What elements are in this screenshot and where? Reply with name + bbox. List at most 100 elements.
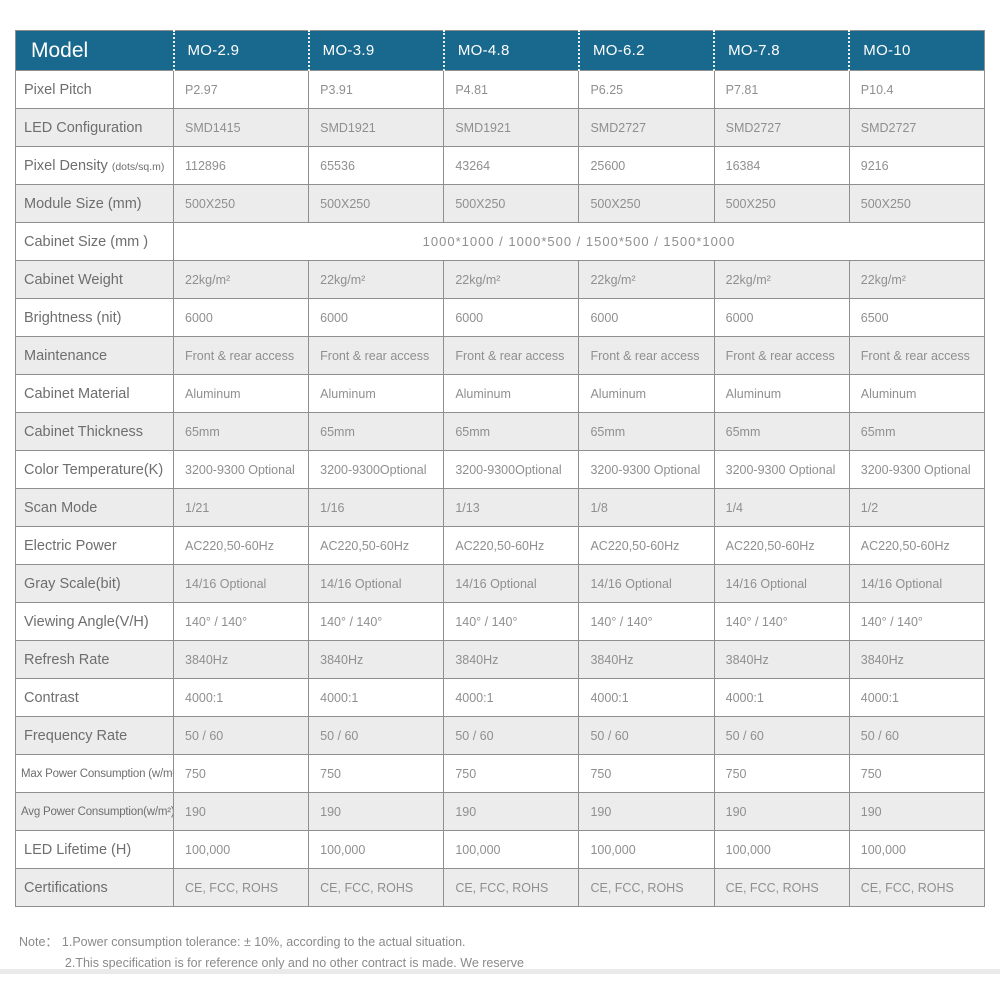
spec-cell: Front & rear access	[713, 336, 850, 375]
row-label-text: Avg Power Consumption(w/m²)	[21, 805, 174, 818]
spec-cell: 750	[578, 754, 715, 793]
table-row: Scan Mode 1/21 1/16 1/13 1/8 1/4 1/2	[15, 488, 986, 527]
spec-cell: CE, FCC, ROHS	[443, 868, 580, 907]
spec-cell: 100,000	[443, 830, 580, 869]
footnote-prefix: Note：	[19, 935, 58, 949]
table-row: Module Size (mm) 500X250 500X250 500X250 500…	[15, 184, 986, 223]
spec-cell: Aluminum	[308, 374, 445, 413]
row-label-text: Frequency Rate	[24, 727, 128, 744]
spec-cell: CE, FCC, ROHS	[172, 868, 310, 907]
spec-cell: Front & rear access	[172, 336, 310, 375]
row-label-text: Viewing Angle(V/H)	[24, 613, 149, 630]
spec-cell: AC220,50-60Hz	[172, 526, 310, 565]
spec-cell: 6000	[172, 298, 310, 337]
spec-cell: P7.81	[713, 70, 850, 109]
spec-cell-span: 1000*1000 / 1000*500 / 1500*500 / 1500*1…	[173, 222, 985, 261]
table-row: Cabinet Weight 22kg/m² 22kg/m² 22kg/m² 22kg/…	[15, 260, 986, 299]
spec-cell: P4.81	[443, 70, 580, 109]
table-row: Contrast 4000:1 4000:1 4000:1 4000:1 4000:1 40…	[15, 678, 986, 717]
spec-cell: 4000:1	[172, 678, 310, 717]
row-label-text: Cabinet Weight	[24, 271, 123, 288]
spec-cell: 50 / 60	[172, 716, 310, 755]
row-label: Electric Power	[15, 526, 174, 565]
spec-cell: 22kg/m²	[308, 260, 445, 299]
row-label: Frequency Rate	[15, 716, 174, 755]
spec-cell: 100,000	[848, 830, 986, 869]
spec-cell: 750	[172, 754, 310, 793]
row-label: Max Power Consumption (w/m²)	[15, 754, 174, 793]
row-label: Refresh Rate	[15, 640, 174, 679]
spec-cell: SMD1921	[308, 108, 445, 147]
spec-cell: 65mm	[713, 412, 850, 451]
spec-cell: 140° / 140°	[848, 602, 986, 641]
spec-cell: 3840Hz	[308, 640, 445, 679]
row-label: Brightness (nit)	[15, 298, 174, 337]
spec-cell: Aluminum	[578, 374, 715, 413]
column-header-mo-10: MO-10	[848, 30, 985, 71]
row-label-text: Cabinet Thickness	[24, 423, 144, 440]
spec-cell: P6.25	[578, 70, 715, 109]
spec-cell: 6500	[848, 298, 986, 337]
table-row: Cabinet Thickness 65mm 65mm 65mm 65mm 65mm 65m…	[15, 412, 986, 451]
row-label-text: Maintenance	[24, 347, 108, 364]
spec-cell: 140° / 140°	[308, 602, 445, 641]
row-label: Pixel Density (dots/sq.m)	[15, 146, 174, 185]
row-label-text: Certifications	[24, 879, 108, 896]
spec-cell: 1/4	[713, 488, 850, 527]
row-label: LED Lifetime (H)	[15, 830, 174, 869]
spec-cell: 140° / 140°	[578, 602, 715, 641]
footnote-line-1: 1.Power consumption tolerance: ± 10%, ac…	[61, 935, 466, 949]
row-label: Avg Power Consumption(w/m²)	[15, 792, 174, 831]
spec-cell: SMD2727	[713, 108, 850, 147]
spec-cell: 3200-9300Optional	[443, 450, 580, 489]
table-row: Avg Power Consumption(w/m²) 190 190 190 190 1…	[15, 792, 986, 831]
spec-cell: 3840Hz	[578, 640, 715, 679]
spec-cell: 6000	[713, 298, 850, 337]
spec-cell: 14/16 Optional	[443, 564, 580, 603]
spec-cell: 750	[848, 754, 986, 793]
row-label: Module Size (mm)	[15, 184, 174, 223]
spec-cell: 500X250	[848, 184, 986, 223]
spec-cell: 50 / 60	[848, 716, 986, 755]
row-label-text: LED Configuration	[24, 119, 143, 136]
spec-cell: 65536	[308, 146, 445, 185]
spec-cell: 100,000	[308, 830, 445, 869]
spec-cell: 22kg/m²	[578, 260, 715, 299]
spec-cell: 65mm	[443, 412, 580, 451]
spec-cell: 3200-9300Optional	[308, 450, 445, 489]
spec-cell: 65mm	[172, 412, 310, 451]
table-row: Refresh Rate 3840Hz 3840Hz 3840Hz 3840Hz 3840…	[15, 640, 986, 679]
row-label-text: Contrast	[24, 689, 79, 706]
spec-cell: SMD2727	[848, 108, 986, 147]
spec-cell: 4000:1	[443, 678, 580, 717]
row-label-text: Scan Mode	[24, 499, 98, 516]
footnote: Note： 1.Power consumption tolerance: ± 1…	[19, 932, 524, 974]
spec-cell: 1/21	[172, 488, 310, 527]
spec-cell: 190	[848, 792, 986, 831]
row-label-text: Cabinet Material	[24, 385, 130, 402]
row-label-text: Pixel Density	[24, 157, 108, 174]
spec-cell: 6000	[443, 298, 580, 337]
table-row: Pixel Pitch P2.97 P3.91 P4.81 P6.25 P7.81 P10.…	[15, 70, 986, 109]
header-row: Model MO-2.9 MO-3.9 MO-4.8 MO-6.2 MO-7.8 MO-1…	[15, 30, 985, 71]
spec-cell: SMD1415	[172, 108, 310, 147]
spec-cell: 22kg/m²	[443, 260, 580, 299]
spec-cell: AC220,50-60Hz	[308, 526, 445, 565]
row-label-text: Electric Power	[24, 537, 117, 554]
row-label-text: Gray Scale(bit)	[24, 575, 121, 592]
spec-cell: CE, FCC, ROHS	[713, 868, 850, 907]
spec-cell: 500X250	[308, 184, 445, 223]
row-label: Scan Mode	[15, 488, 174, 527]
spec-cell: 3200-9300 Optional	[713, 450, 850, 489]
table-row: Certifications CE, FCC, ROHS CE, FCC, ROHS…	[15, 868, 986, 907]
spec-cell: 6000	[578, 298, 715, 337]
table-row: Cabinet Size (mm ) 1000*1000 / 1000*500 /…	[15, 222, 985, 261]
spec-cell: Front & rear access	[308, 336, 445, 375]
table-row: LED Configuration SMD1415 SMD1921 SMD1921 SM…	[15, 108, 986, 147]
spec-cell: Front & rear access	[443, 336, 580, 375]
row-label: Maintenance	[15, 336, 174, 375]
spec-cell: CE, FCC, ROHS	[578, 868, 715, 907]
spec-cell: 190	[172, 792, 310, 831]
spec-cell: Aluminum	[172, 374, 310, 413]
section-divider	[0, 969, 1000, 974]
